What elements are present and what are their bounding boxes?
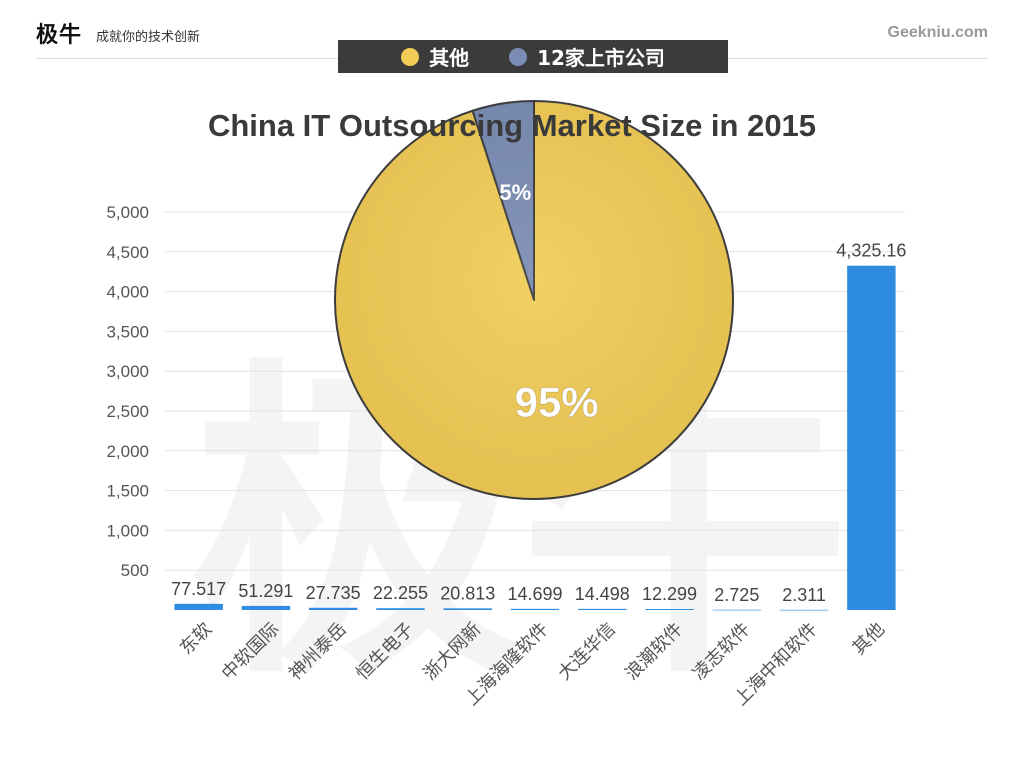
- bar[interactable]: [510, 608, 560, 610]
- bar[interactable]: [847, 265, 896, 610]
- y-tick-label: 3,000: [106, 362, 149, 381]
- bar-data-label: 20.813: [440, 583, 495, 603]
- y-tick-label: 500: [121, 561, 149, 580]
- legend-item-listed[interactable]: 12家上市公司: [509, 42, 665, 71]
- site-name[interactable]: Geekniu.com: [887, 24, 988, 41]
- bar[interactable]: [241, 605, 291, 610]
- y-tick-label: 5,000: [106, 203, 149, 222]
- bar[interactable]: [578, 608, 627, 610]
- bar-data-label: 14.498: [575, 584, 630, 604]
- pie-legend: 其他 12家上市公司: [338, 40, 728, 73]
- bar-series: [174, 265, 896, 611]
- bar-data-label: 4,325.16: [836, 241, 906, 261]
- y-tick-label: 2,000: [106, 442, 149, 461]
- bar[interactable]: [779, 609, 829, 611]
- y-tick-label: 2,500: [106, 402, 149, 421]
- legend-label-other: 其他: [429, 46, 470, 70]
- bar-data-label: 51.291: [238, 581, 293, 601]
- brand-slogan: 成就你的技术创新: [96, 30, 201, 45]
- y-tick-label: 3,500: [106, 322, 149, 341]
- data-labels: 77.517 51.291 27.735 22.255 20.813 14.699 14.4…: [171, 241, 906, 605]
- bar-data-label: 14.699: [507, 584, 562, 604]
- bar-data-label: 27.735: [306, 583, 361, 603]
- bar-data-label: 2.311: [782, 585, 826, 605]
- bar-data-label: 2.725: [714, 585, 759, 605]
- pie-label-listed: 5%: [499, 180, 531, 205]
- legend-item-other[interactable]: 其他: [401, 42, 469, 71]
- x-tick-label: 其他: [849, 619, 889, 659]
- pie-slice[interactable]: [334, 100, 734, 500]
- bar[interactable]: [174, 603, 223, 610]
- legend-swatch-listed: [509, 47, 528, 66]
- bar-data-label: 12.299: [642, 584, 697, 604]
- y-tick-label: 4,000: [106, 283, 149, 302]
- legend-label-listed: 12家上市公司: [537, 46, 665, 70]
- bar-data-label: 22.255: [373, 583, 428, 603]
- bar-data-label: 77.517: [171, 579, 226, 599]
- y-tick-label: 1,000: [106, 521, 149, 540]
- y-tick-label: 4,500: [106, 243, 149, 262]
- brand-logo[interactable]: 极牛: [36, 23, 83, 48]
- chart-title: China IT Outsourcing Market Size in 2015: [208, 108, 816, 143]
- pie-label-other: 95%: [515, 378, 599, 425]
- bar[interactable]: [308, 607, 358, 610]
- pie-chart: 95% 5%: [334, 100, 734, 500]
- bar[interactable]: [443, 608, 492, 610]
- bar[interactable]: [376, 608, 425, 610]
- y-tick-label: 1,500: [106, 482, 149, 501]
- bar[interactable]: [712, 609, 762, 611]
- y-axis: 500 1,000 1,500 2,000 2,500 3,000 3,500 4,000 4,…: [106, 203, 149, 580]
- legend-swatch-other: [401, 47, 420, 66]
- bar[interactable]: [645, 609, 694, 610]
